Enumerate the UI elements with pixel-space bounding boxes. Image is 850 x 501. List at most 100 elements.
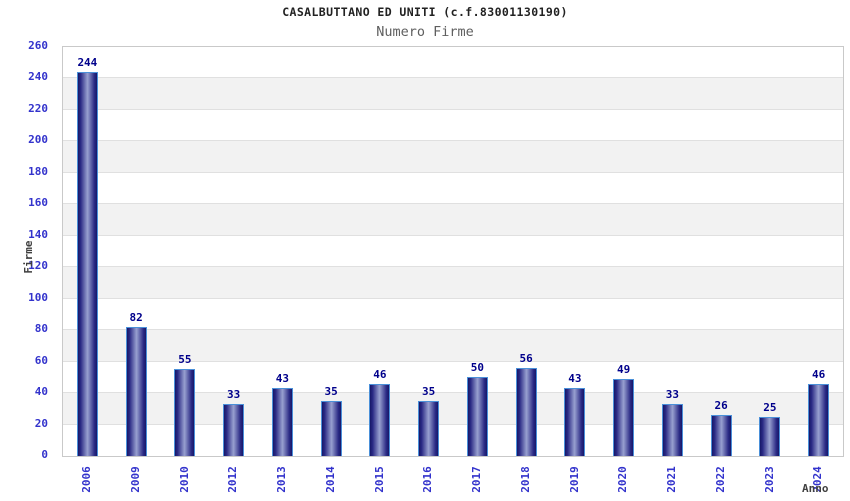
gridline bbox=[63, 266, 843, 268]
x-tick-text: 2015 bbox=[372, 465, 386, 493]
bar bbox=[661, 404, 683, 456]
bar bbox=[613, 379, 635, 456]
x-tick-label: 2006 bbox=[76, 457, 96, 501]
bar bbox=[418, 401, 440, 456]
gridline bbox=[63, 203, 843, 205]
bar bbox=[174, 369, 196, 456]
bar bbox=[466, 377, 488, 456]
x-tick-label: 2015 bbox=[369, 457, 389, 501]
y-tick-label: 240 bbox=[28, 70, 48, 84]
bar bbox=[271, 388, 293, 456]
y-tick-label: 120 bbox=[28, 259, 48, 273]
bar bbox=[759, 417, 781, 456]
x-tick-label: 2010 bbox=[174, 457, 194, 501]
x-tick-label: 2019 bbox=[564, 457, 584, 501]
bar bbox=[808, 384, 830, 456]
x-tick-label: 2014 bbox=[320, 457, 340, 501]
y-tick-label: 140 bbox=[28, 227, 48, 241]
plot-band bbox=[63, 298, 843, 331]
bar bbox=[710, 415, 732, 456]
bar bbox=[223, 404, 245, 456]
plot-band bbox=[63, 141, 843, 173]
plot-area: 244 82 55 33 43 35 46 35 50 56 43 49 33 26 25 46 bbox=[62, 46, 844, 457]
x-tick-label: 2013 bbox=[271, 457, 291, 501]
x-tick-text: 2018 bbox=[518, 465, 532, 493]
y-tick-label: 0 bbox=[41, 448, 48, 461]
gridline bbox=[63, 360, 843, 362]
y-tick-label: 180 bbox=[28, 164, 48, 178]
bar-value-label: 49 bbox=[617, 363, 631, 376]
x-tick-text: 2017 bbox=[469, 465, 483, 493]
plot-band bbox=[63, 235, 843, 268]
y-tick-label: 260 bbox=[28, 39, 48, 52]
x-tick-text: 2009 bbox=[128, 465, 142, 493]
plot-band bbox=[63, 109, 843, 142]
x-tick-text: 2019 bbox=[567, 465, 581, 493]
bar-value-label: 82 bbox=[129, 311, 143, 324]
x-tick-label: 2021 bbox=[661, 457, 681, 501]
x-tick-label: 2012 bbox=[223, 457, 243, 501]
bar bbox=[369, 384, 391, 456]
x-tick-text: 2016 bbox=[421, 465, 435, 493]
x-tick-text: 2021 bbox=[664, 465, 678, 493]
gridline bbox=[63, 392, 843, 394]
y-tick-label: 60 bbox=[34, 353, 48, 367]
y-axis-title: Firme bbox=[22, 240, 35, 274]
x-tick-text: 2022 bbox=[713, 465, 727, 493]
x-tick-label: 2023 bbox=[759, 457, 779, 501]
plot-band bbox=[63, 78, 843, 110]
gridline bbox=[63, 234, 843, 236]
bar-value-label: 33 bbox=[665, 388, 679, 401]
x-axis-title: Anno bbox=[802, 482, 829, 495]
plot-band bbox=[63, 267, 843, 299]
x-tick-text: 2020 bbox=[616, 465, 630, 493]
gridline bbox=[63, 297, 843, 299]
gridline bbox=[63, 108, 843, 110]
bar bbox=[320, 401, 342, 456]
bar-value-label: 25 bbox=[763, 401, 777, 414]
x-tick-text: 2006 bbox=[79, 465, 93, 493]
x-tick-label: 2018 bbox=[515, 457, 535, 501]
bar-value-label: 26 bbox=[714, 399, 728, 412]
bar bbox=[515, 368, 537, 456]
x-tick-label: 2017 bbox=[466, 457, 486, 501]
bar bbox=[564, 388, 586, 456]
bar bbox=[76, 72, 98, 456]
x-tick-text: 2010 bbox=[177, 465, 191, 493]
bar-value-label: 33 bbox=[227, 388, 241, 401]
gridline bbox=[63, 171, 843, 173]
x-tick-text: 2014 bbox=[323, 465, 337, 493]
y-tick-label: 100 bbox=[28, 290, 48, 304]
x-tick-text: 2012 bbox=[226, 465, 240, 493]
bar-value-label: 35 bbox=[422, 385, 436, 398]
x-tick-text: 2013 bbox=[274, 465, 288, 493]
y-tick-label: 220 bbox=[28, 101, 48, 115]
y-tick-label: 20 bbox=[34, 416, 48, 430]
gridline bbox=[63, 329, 843, 331]
plot-band bbox=[63, 204, 843, 236]
chart-subtitle: Numero Firme bbox=[376, 24, 474, 40]
chart-title: CASALBUTTANO ED UNITI (c.f.83001130190) bbox=[282, 5, 568, 19]
y-tick-label: 200 bbox=[28, 133, 48, 147]
bar-value-label: 43 bbox=[568, 372, 582, 385]
bar-value-label: 50 bbox=[470, 361, 484, 374]
gridline bbox=[63, 77, 843, 79]
y-tick-label: 160 bbox=[28, 196, 48, 210]
gridline bbox=[63, 423, 843, 425]
bar-value-label: 46 bbox=[373, 368, 387, 381]
y-tick-label: 40 bbox=[34, 385, 48, 399]
x-tick-label: 2022 bbox=[710, 457, 730, 501]
y-tick-label: 80 bbox=[34, 322, 48, 336]
plot-band bbox=[63, 47, 843, 79]
x-tick-label: 2020 bbox=[613, 457, 633, 501]
x-tick-label: 2009 bbox=[125, 457, 145, 501]
bar-value-label: 35 bbox=[324, 385, 338, 398]
bar-value-label: 43 bbox=[275, 372, 289, 385]
bar bbox=[125, 327, 147, 456]
bar-value-label: 244 bbox=[77, 56, 98, 69]
plot-band bbox=[63, 330, 843, 362]
bar-value-label: 55 bbox=[178, 353, 192, 366]
bar-value-label: 46 bbox=[812, 368, 826, 381]
x-tick-label: 2016 bbox=[418, 457, 438, 501]
